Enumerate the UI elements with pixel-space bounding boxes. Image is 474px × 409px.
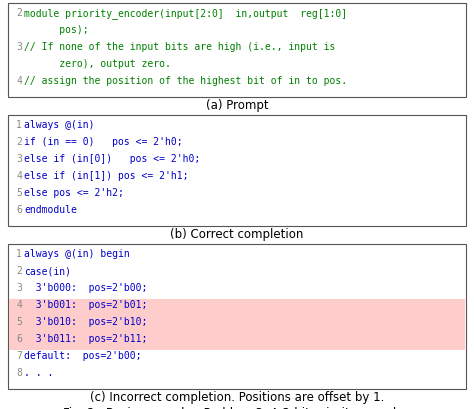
Text: 3'b001:  pos=2'b01;: 3'b001: pos=2'b01; xyxy=(24,300,147,310)
Text: 3'b010:  pos=2'b10;: 3'b010: pos=2'b10; xyxy=(24,317,147,327)
Bar xyxy=(8,244,466,389)
Text: 2: 2 xyxy=(16,266,22,276)
Text: else if (in[0])   pos <= 2'h0;: else if (in[0]) pos <= 2'h0; xyxy=(24,154,200,164)
Text: always @(in): always @(in) xyxy=(24,120,94,130)
Text: (a) Prompt: (a) Prompt xyxy=(206,99,268,112)
Text: 8: 8 xyxy=(16,368,22,378)
Text: 3: 3 xyxy=(16,283,22,293)
Bar xyxy=(9,316,465,333)
Text: else if (in[1]) pos <= 2'h1;: else if (in[1]) pos <= 2'h1; xyxy=(24,171,189,181)
Text: 2: 2 xyxy=(16,137,22,147)
Text: endmodule: endmodule xyxy=(24,205,77,215)
Text: // assign the position of the highest bit of in to pos.: // assign the position of the highest bi… xyxy=(24,76,347,86)
Text: always @(in) begin: always @(in) begin xyxy=(24,249,130,259)
Text: 3: 3 xyxy=(16,154,22,164)
Bar xyxy=(8,115,466,226)
Text: 5: 5 xyxy=(16,188,22,198)
Text: pos);: pos); xyxy=(24,25,89,35)
Text: 6: 6 xyxy=(16,334,22,344)
Text: 2: 2 xyxy=(16,8,22,18)
Text: . . .: . . . xyxy=(24,368,54,378)
Text: Fig. 2.  Basic example - Problem 3: A 3-bit priority encoder.: Fig. 2. Basic example - Problem 3: A 3-b… xyxy=(63,407,411,409)
Text: // If none of the input bits are high (i.e., input is: // If none of the input bits are high (i… xyxy=(24,42,336,52)
Text: 7: 7 xyxy=(16,351,22,361)
Text: 3: 3 xyxy=(16,42,22,52)
Text: 3'b000:  pos=2'b00;: 3'b000: pos=2'b00; xyxy=(24,283,147,293)
Text: 1: 1 xyxy=(16,120,22,130)
Text: zero), output zero.: zero), output zero. xyxy=(24,59,171,69)
Text: if (in == 0)   pos <= 2'h0;: if (in == 0) pos <= 2'h0; xyxy=(24,137,182,147)
Bar xyxy=(9,299,465,316)
Bar xyxy=(8,3,466,97)
Text: 6: 6 xyxy=(16,205,22,215)
Text: 4: 4 xyxy=(16,76,22,86)
Text: 4: 4 xyxy=(16,300,22,310)
Text: (b) Correct completion: (b) Correct completion xyxy=(170,228,304,241)
Text: case(in): case(in) xyxy=(24,266,71,276)
Text: else pos <= 2'h2;: else pos <= 2'h2; xyxy=(24,188,124,198)
Text: default:  pos=2'b00;: default: pos=2'b00; xyxy=(24,351,142,361)
Text: 4: 4 xyxy=(16,171,22,181)
Text: (c) Incorrect completion. Positions are offset by 1.: (c) Incorrect completion. Positions are … xyxy=(90,391,384,404)
Text: module priority_encoder(input[2:0]  in,output  reg[1:0]: module priority_encoder(input[2:0] in,ou… xyxy=(24,8,347,19)
Text: 3'b011:  pos=2'b11;: 3'b011: pos=2'b11; xyxy=(24,334,147,344)
Bar xyxy=(9,333,465,350)
Text: 5: 5 xyxy=(16,317,22,327)
Text: 1: 1 xyxy=(16,249,22,259)
